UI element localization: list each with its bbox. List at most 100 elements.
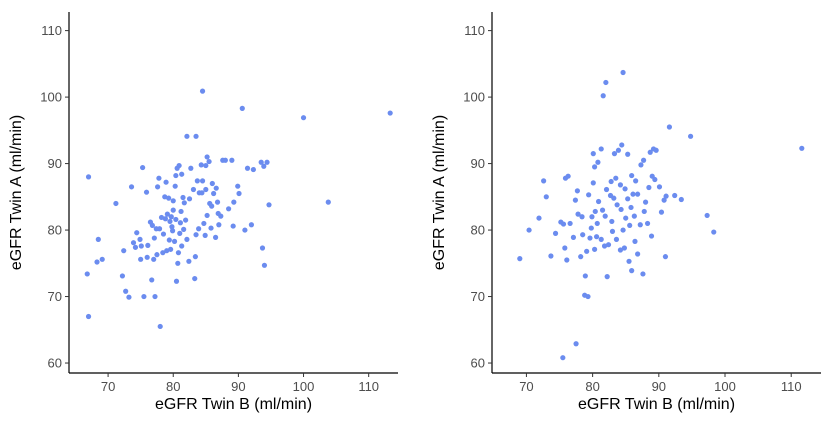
left-y-tick-label: 60: [48, 356, 62, 371]
right-data-point: [536, 215, 542, 221]
right-data-point: [589, 214, 595, 220]
right-data-point: [672, 192, 678, 199]
right-x-tick-label: 90: [652, 379, 666, 394]
right-data-point: [619, 142, 625, 148]
left-y-tick-label: 90: [48, 156, 62, 171]
left-data-point: [156, 226, 163, 232]
right-data-point: [609, 218, 615, 225]
right-data-point: [622, 186, 628, 192]
left-data-point: [208, 225, 214, 231]
left-y-tick-label: 100: [40, 90, 62, 105]
left-data-point: [199, 190, 205, 196]
right-data-point: [605, 242, 612, 248]
left-data-point: [209, 180, 215, 187]
right-data-point: [548, 253, 554, 259]
left-data-point: [151, 235, 157, 241]
left-data-point: [145, 242, 151, 248]
left-data-point: [184, 133, 190, 139]
right-x-tick-label: 100: [714, 379, 736, 394]
left-data-point: [264, 159, 270, 165]
left-data-point: [199, 178, 206, 184]
right-data-point: [603, 186, 610, 193]
left-data-point: [202, 232, 208, 238]
right-data-point: [642, 199, 649, 205]
right-data-point: [661, 197, 667, 203]
right-data-point: [614, 202, 620, 208]
left-y-tick-label: 110: [41, 23, 62, 38]
right-data-point: [609, 228, 616, 234]
left-data-point: [160, 231, 167, 237]
right-data-point: [564, 257, 570, 263]
right-data-point: [637, 222, 643, 228]
left-data-point: [186, 258, 192, 264]
left-data-point: [214, 199, 221, 205]
left-data-point: [162, 216, 169, 222]
right-data-point: [590, 180, 596, 186]
right-data-point: [617, 182, 624, 188]
right-data-point: [517, 256, 523, 262]
left-data-point: [193, 133, 199, 139]
right-data-point: [572, 197, 579, 203]
left-data-point: [199, 88, 206, 94]
right-data-point: [598, 146, 604, 152]
right-data-point: [617, 247, 624, 253]
right-data-point: [648, 233, 655, 239]
left-data-point: [244, 165, 251, 171]
left-data-point: [141, 293, 147, 300]
right-data-point: [640, 271, 646, 277]
left-data-point: [239, 105, 245, 111]
left-data-point: [231, 199, 237, 205]
left-data-point: [130, 240, 137, 246]
right-data-point: [687, 133, 694, 139]
left-data-point: [177, 220, 184, 226]
left-data-point: [261, 163, 267, 169]
right-data-point: [620, 227, 626, 233]
right-data-point: [526, 227, 532, 233]
left-data-point: [183, 217, 189, 223]
right-x-tick-label: 110: [781, 379, 802, 394]
right-data-point: [586, 192, 592, 198]
left-data-point: [242, 227, 248, 233]
right-data-point: [632, 238, 638, 244]
left-data-point: [170, 198, 176, 204]
right-data-point: [625, 151, 631, 157]
right-data-point: [588, 225, 594, 231]
left-data-point: [138, 243, 144, 249]
left-data-point: [325, 199, 331, 205]
right-data-point: [599, 207, 606, 213]
left-data-point: [95, 236, 101, 242]
left-data-point: [194, 178, 200, 184]
left-data-point: [85, 313, 92, 320]
right-data-point: [541, 178, 547, 184]
left-data-point: [236, 190, 242, 197]
left-data-point: [157, 323, 163, 330]
left-data-point: [235, 183, 241, 189]
right-data-point: [613, 236, 620, 242]
left-data-point: [181, 226, 187, 232]
left-data-point: [160, 250, 166, 256]
left-y-tick-label: 70: [48, 289, 62, 304]
right-data-point: [578, 254, 584, 260]
left-data-point: [175, 260, 181, 266]
left-y-axis-title: eGFR Twin A (ml/min): [8, 115, 25, 270]
left-data-point: [206, 158, 212, 165]
left-data-point: [154, 252, 160, 258]
left-data-point: [222, 157, 228, 163]
left-data-point: [178, 208, 184, 215]
left-data-point: [258, 159, 264, 165]
right-y-tick-label: 110: [464, 23, 485, 38]
left-data-point: [132, 244, 139, 250]
right-data-point: [613, 175, 619, 181]
right-data-point: [611, 151, 618, 157]
right-y-tick-label: 90: [471, 156, 485, 171]
right-data-point: [543, 194, 549, 200]
right-data-point: [565, 173, 571, 179]
left-data-point: [85, 174, 92, 180]
right-data-point: [590, 151, 596, 157]
left-x-tick-label: 80: [166, 379, 180, 394]
right-data-point: [602, 213, 608, 219]
right-data-point: [626, 258, 632, 264]
right-data-point: [623, 215, 629, 221]
right-data-point: [678, 196, 684, 203]
left-data-point: [84, 271, 90, 277]
